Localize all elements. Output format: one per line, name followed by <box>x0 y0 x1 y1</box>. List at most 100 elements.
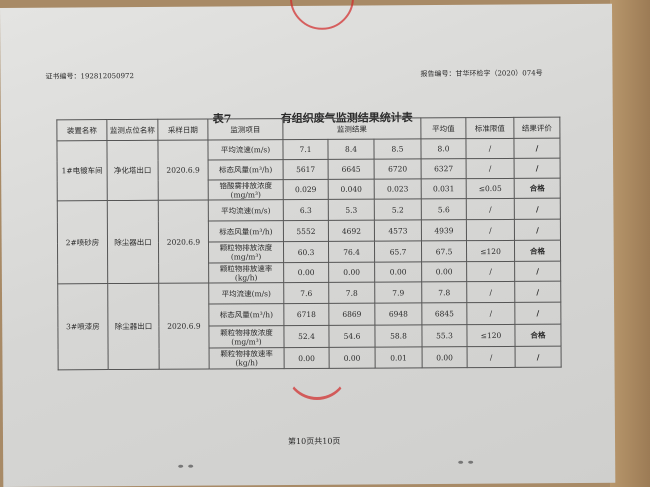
evaluation-cell: 合格 <box>514 240 561 262</box>
result-cell: 6869 <box>328 303 375 326</box>
average-cell: 7.8 <box>421 281 467 303</box>
evaluation-cell: / <box>514 261 561 282</box>
item-cell: 颗粒物排放速率(kg/h) <box>209 347 285 370</box>
evaluation-cell: / <box>514 302 561 325</box>
evaluation-cell: / <box>514 219 561 241</box>
item-cell: 颗粒物排放浓度(mg/m³) <box>208 325 285 349</box>
evaluation-cell: / <box>514 198 561 220</box>
date-cell: 2020.6.9 <box>158 200 209 284</box>
limit-cell: / <box>466 219 515 241</box>
date-cell: 2020.6.9 <box>157 140 209 201</box>
result-cell: 5617 <box>283 159 329 180</box>
result-cell: 7.8 <box>328 282 375 304</box>
date-cell: 2020.6.9 <box>158 283 210 370</box>
limit-cell: ≤120 <box>466 324 516 347</box>
result-cell: 0.00 <box>283 262 329 283</box>
average-cell: 67.5 <box>421 240 467 262</box>
header-cell: 装置名称 <box>56 119 107 141</box>
cert-number: 证书编号：192812050972 <box>45 72 134 81</box>
evaluation-cell: 合格 <box>514 324 562 347</box>
average-cell: 0.00 <box>421 261 467 282</box>
result-cell: 6948 <box>374 302 422 326</box>
table-row: 1#电镀车间 净化塔出口 2020.6.9 平均流速(m/s) 7.1 8.4 8.5 8.0… <box>56 138 561 201</box>
average-cell: 6845 <box>421 302 467 325</box>
binding-hole <box>468 460 474 464</box>
result-cell: 7.6 <box>283 282 329 304</box>
binding-hole <box>458 460 464 464</box>
limit-cell: / <box>466 198 515 220</box>
average-cell: 8.0 <box>420 138 467 159</box>
item-cell: 标态风量(m³/h) <box>208 220 284 243</box>
result-cell: 65.7 <box>374 240 422 263</box>
result-cell: 5.3 <box>328 199 375 221</box>
result-cell: 4692 <box>328 220 375 242</box>
result-cell: 6720 <box>374 158 422 180</box>
result-cell: 0.00 <box>328 262 375 283</box>
result-cell: 0.01 <box>375 346 423 369</box>
result-cell: 8.5 <box>373 138 422 160</box>
limit-cell: ≤0.05 <box>466 178 515 199</box>
binding-hole <box>188 464 194 468</box>
result-cell: 0.029 <box>283 179 329 200</box>
result-cell: 76.4 <box>328 241 375 263</box>
device-cell: 2#喷砂房 <box>57 200 108 284</box>
result-cell: 4573 <box>374 219 422 242</box>
result-cell: 58.8 <box>374 324 423 348</box>
average-cell: 0.031 <box>421 178 467 199</box>
evaluation-cell: / <box>513 138 561 159</box>
result-cell: 6645 <box>328 159 375 180</box>
limit-cell: / <box>466 281 515 303</box>
item-cell: 颗粒物排放浓度(mg/m³) <box>208 241 284 264</box>
table-row: 2#喷砂房 除尘器出口 2020.6.9 平均流速(m/s) 6.3 5.3 5.2 5.6/… <box>57 198 561 284</box>
result-cell: 8.4 <box>327 139 375 160</box>
header-cell: 监测点位名称 <box>106 119 158 141</box>
top-stamp <box>289 0 355 30</box>
monitoring-results-table: 装置名称 监测点位名称 采样日期 监测项目 监测结果 平均值 标准限值 结果评价… <box>56 117 562 371</box>
average-cell: 6327 <box>421 158 467 179</box>
point-cell: 除尘器出口 <box>107 200 159 284</box>
device-cell: 1#电镀车间 <box>56 140 108 201</box>
page-footer: 第10页共10页 <box>288 436 341 446</box>
header-cell: 监测结果 <box>282 117 421 140</box>
item-cell: 标态风量(m³/h) <box>208 303 284 327</box>
item-cell: 铬酸雾排放浓度(mg/m³) <box>208 179 284 201</box>
header-cell: 平均值 <box>420 117 466 139</box>
average-cell: 4939 <box>421 219 467 241</box>
result-cell: 7.9 <box>374 281 422 304</box>
header-cell: 监测项目 <box>207 118 283 141</box>
limit-cell: / <box>465 138 515 159</box>
result-cell: 7.1 <box>282 139 329 160</box>
item-cell: 颗粒物排放速率(kg/h) <box>208 262 284 284</box>
wood-background <box>610 0 650 487</box>
device-cell: 3#喷漆房 <box>57 283 109 370</box>
limit-cell: / <box>466 302 515 325</box>
point-cell: 除尘器出口 <box>107 283 160 370</box>
table-row: 3#喷漆房 除尘器出口 2020.6.9 平均流速(m/s) 7.6 7.8 7.9 7.8/… <box>57 281 561 370</box>
header-cell: 标准限值 <box>465 117 514 139</box>
average-cell: 55.3 <box>421 324 468 347</box>
result-cell: 60.3 <box>283 241 329 263</box>
header-cell: 采样日期 <box>157 119 208 141</box>
limit-cell: ≤120 <box>466 240 515 262</box>
limit-cell: / <box>466 261 515 282</box>
evaluation-cell: / <box>514 158 561 179</box>
average-cell: 5.6 <box>421 198 467 220</box>
result-cell: 0.040 <box>328 179 375 200</box>
limit-cell: / <box>466 158 515 179</box>
evaluation-cell: / <box>515 346 562 368</box>
report-number: 报告编号：甘华环检字（2020）074号 <box>420 69 543 79</box>
limit-cell: / <box>467 346 516 368</box>
evaluation-cell: / <box>514 281 561 303</box>
item-cell: 平均流速(m/s) <box>207 139 284 161</box>
item-cell: 平均流速(m/s) <box>208 199 284 222</box>
evaluation-cell: 合格 <box>514 178 561 199</box>
point-cell: 净化塔出口 <box>106 140 159 201</box>
result-cell: 6.3 <box>283 199 329 221</box>
header-row: 装置名称 监测点位名称 采样日期 监测项目 监测结果 平均值 标准限值 结果评价 <box>56 117 560 141</box>
result-cell: 0.00 <box>374 261 422 283</box>
header-cell: 结果评价 <box>513 117 560 139</box>
item-cell: 平均流速(m/s) <box>208 282 284 305</box>
result-cell: 6718 <box>283 303 329 326</box>
result-cell: 5552 <box>283 220 329 242</box>
result-cell: 5.2 <box>374 198 422 221</box>
